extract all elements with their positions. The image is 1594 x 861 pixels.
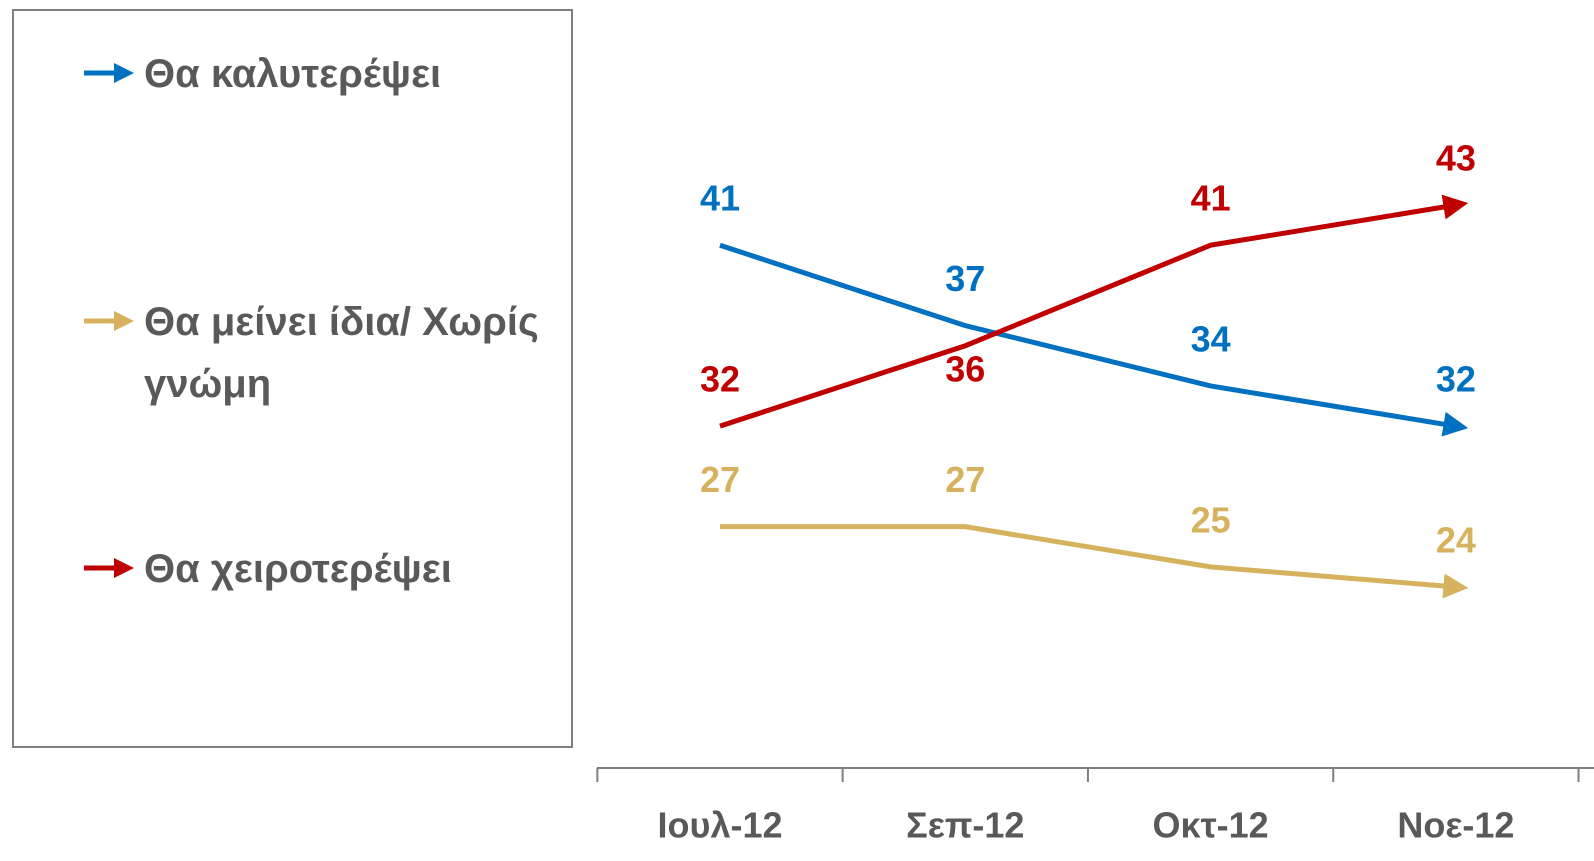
data-label: 27	[945, 459, 985, 500]
legend-label: Θα χειροτερέψει	[144, 547, 452, 591]
series-line	[720, 524, 1469, 599]
data-label: 41	[700, 178, 740, 219]
series-line	[719, 242, 1469, 437]
legend-icon	[84, 558, 134, 578]
legend-icon	[84, 311, 134, 331]
legend: Θα καλυτερέψει Θα μείνει ίδια/ Χωρίς γνώμ…	[12, 9, 573, 748]
x-tick-label: Ιουλ-12	[658, 805, 783, 846]
legend-label: Θα μείνει ίδια/ Χωρίς γνώμη	[144, 300, 539, 406]
legend-entry: Θα καλυτερέψει	[82, 43, 544, 105]
data-label: 24	[1436, 520, 1476, 561]
data-label: 41	[1191, 178, 1231, 219]
legend-label: Θα καλυτερέψει	[144, 52, 442, 96]
legend-arrow	[114, 558, 134, 578]
legend-entry: Θα μείνει ίδια/ Χωρίς γνώμη	[82, 291, 544, 415]
data-label: 25	[1191, 499, 1231, 540]
data-label: 36	[945, 348, 985, 389]
x-tick-label: Σεπ-12	[906, 805, 1024, 846]
x-tick-label: Νοε-12	[1397, 805, 1514, 846]
data-label: 27	[700, 459, 740, 500]
data-label: 32	[1436, 359, 1476, 400]
legend-icon	[84, 63, 134, 83]
x-tick-label: Οκτ-12	[1153, 805, 1269, 846]
data-label: 34	[1191, 318, 1231, 359]
series-line	[719, 194, 1469, 429]
legend-arrow	[114, 311, 134, 331]
data-label: 43	[1436, 138, 1476, 179]
data-label: 37	[945, 258, 985, 299]
legend-entry: Θα χειροτερέψει	[82, 538, 544, 600]
legend-arrow	[114, 63, 134, 83]
data-label: 32	[700, 359, 740, 400]
